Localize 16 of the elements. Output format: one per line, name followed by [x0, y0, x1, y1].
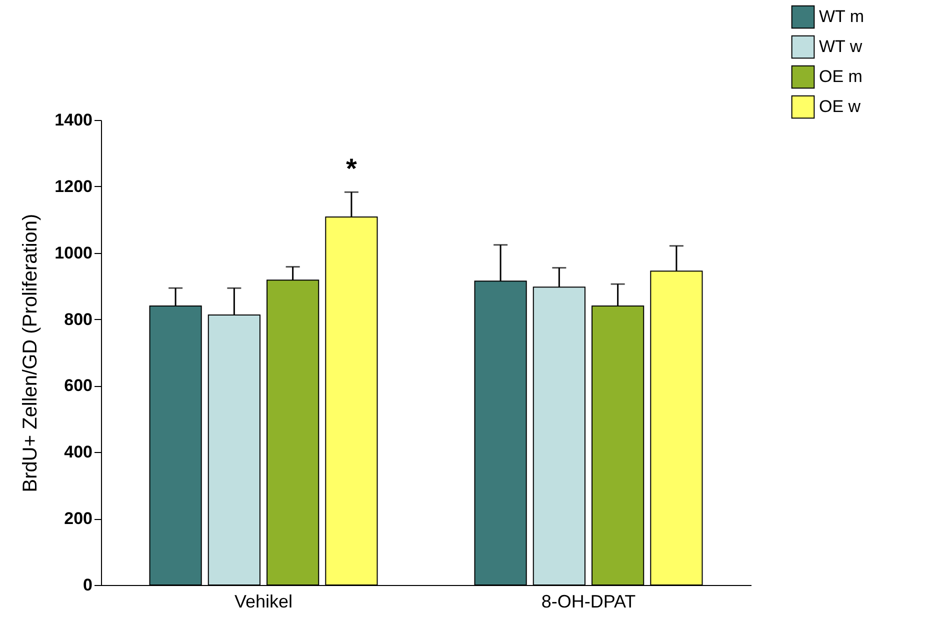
legend-label: WT m [819, 7, 864, 26]
y-tick-label: 1400 [54, 110, 92, 130]
y-tick-label: 1000 [54, 243, 92, 262]
y-tick-label: 1200 [54, 176, 92, 196]
legend-label: WT w [819, 37, 863, 56]
y-tick-label: 800 [64, 310, 92, 329]
y-tick-label: 200 [64, 509, 92, 528]
legend-label: OE m [819, 67, 862, 86]
y-tick-label: 0 [83, 576, 92, 594]
annotation: * [346, 153, 357, 184]
x-tick-label: Vehikel [234, 592, 293, 612]
x-tick-label: 8-OH-DPAT [541, 592, 636, 612]
y-axis-title: BrdU+ Zellen/GD (Proliferation) [20, 214, 42, 492]
legend-label: OE w [819, 97, 862, 116]
y-tick-label: 600 [64, 376, 92, 396]
y-tick-label: 400 [64, 442, 92, 462]
